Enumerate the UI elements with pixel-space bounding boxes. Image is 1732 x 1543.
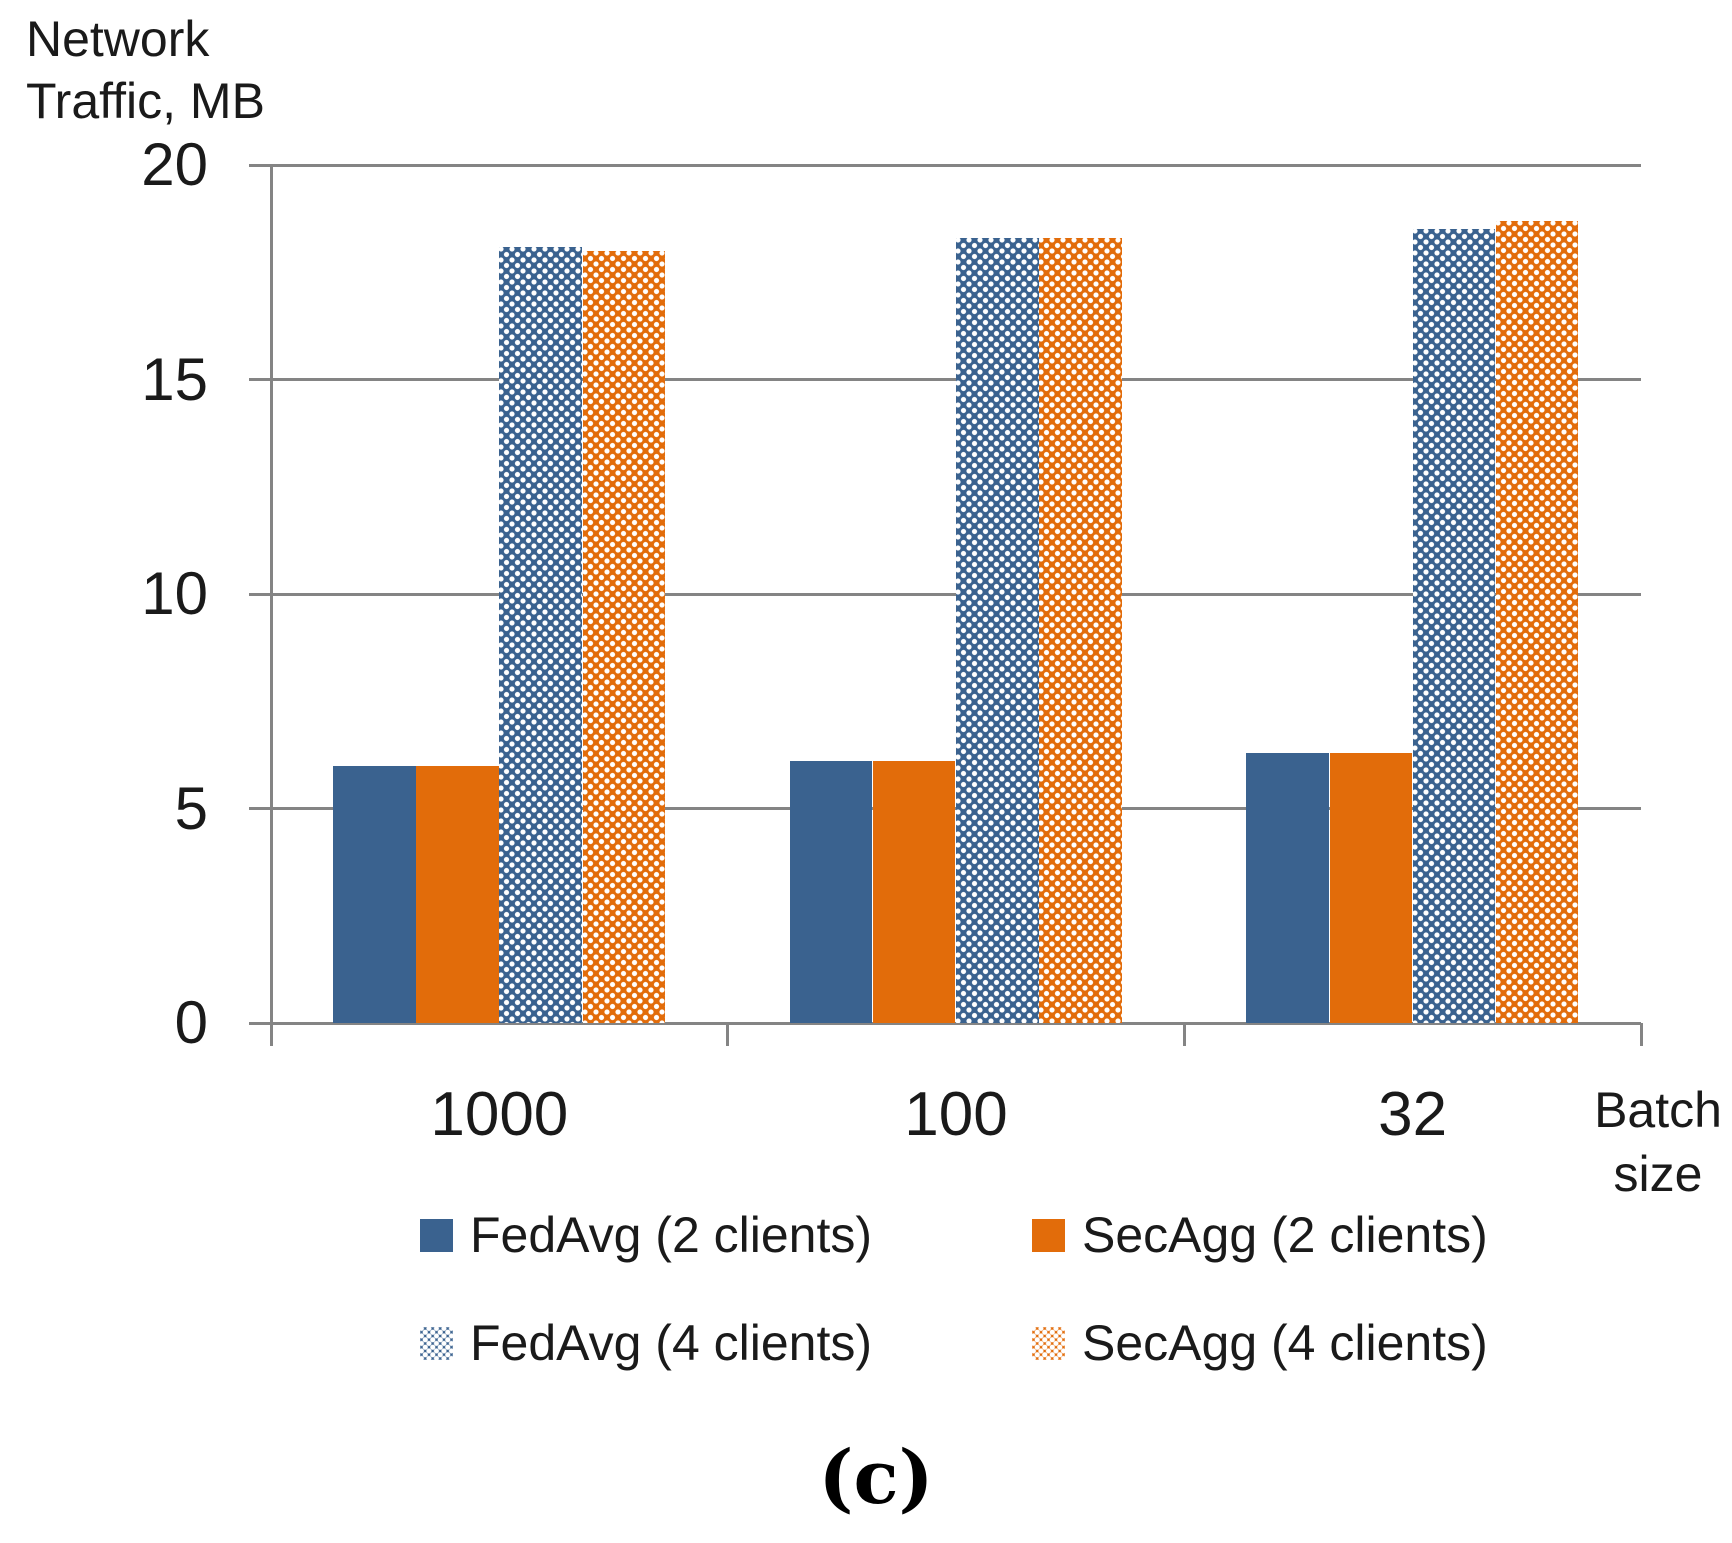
bar-secagg-2-clients-100: [872, 761, 956, 1023]
y-axis-title: Network Traffic, MB: [26, 8, 265, 132]
legend-label: FedAvg (4 clients): [470, 1315, 873, 1371]
legend-swatch-icon: [420, 1326, 453, 1360]
y-tick-label: 0: [174, 989, 208, 1056]
bar-fedavg-4-clients-1000: [499, 246, 582, 1023]
bar-fedavg-4-clients-32: [1412, 229, 1496, 1023]
bar-secagg-2-clients-32: [1329, 752, 1413, 1023]
figure-caption: (c): [818, 1435, 934, 1521]
bar-secagg-4-clients-32: [1495, 220, 1579, 1023]
legend-item-secagg-2-clients: SecAgg (2 clients): [1032, 1210, 1732, 1260]
y-axis-line: [269, 165, 273, 1045]
bar-fedavg-4-clients-100: [956, 237, 1039, 1023]
x-axis-tick: [269, 1023, 273, 1046]
bar-secagg-4-clients-1000: [582, 250, 666, 1023]
x-category-label: 32: [1378, 1080, 1448, 1149]
x-axis-tick: [726, 1023, 730, 1046]
x-category-label: 100: [904, 1080, 1008, 1149]
bar-fedavg-2-clients-1000: [333, 765, 416, 1023]
legend-swatch-icon: [420, 1218, 453, 1252]
legend-item-secagg-4-clients: SecAgg (4 clients): [1032, 1318, 1732, 1368]
x-axis-tick: [1182, 1023, 1186, 1046]
x-axis-title-line1: Batch: [1594, 1082, 1722, 1138]
x-axis-title: Batch size: [1578, 1078, 1732, 1206]
y-tick-label: 15: [141, 345, 208, 413]
y-axis-title-line1: Network: [26, 11, 210, 67]
y-tick-label: 5: [174, 774, 208, 842]
bar-fedavg-2-clients-32: [1246, 752, 1329, 1023]
legend-label: SecAgg (4 clients): [1082, 1315, 1488, 1371]
legend-swatch-icon: [1032, 1218, 1065, 1252]
legend-label: FedAvg (2 clients): [470, 1207, 873, 1263]
x-axis-line: [249, 1021, 1641, 1025]
gridline: [249, 592, 1641, 596]
legend-item-fedavg-2-clients: FedAvg (2 clients): [420, 1210, 1032, 1260]
y-tick-label: 10: [141, 560, 208, 627]
gridline: [249, 378, 1641, 381]
legend-item-fedavg-4-clients: FedAvg (4 clients): [420, 1318, 1032, 1368]
bar-secagg-2-clients-1000: [416, 765, 499, 1023]
legend: FedAvg (2 clients) SecAgg (2 clients) FedA…: [420, 1210, 1732, 1426]
x-category-label: 1000: [430, 1080, 569, 1149]
gridline: [249, 163, 1641, 167]
legend-swatch-icon: [1032, 1326, 1065, 1360]
bar-secagg-4-clients-100: [1039, 237, 1122, 1023]
x-axis-title-line2: size: [1613, 1146, 1703, 1202]
bar-fedavg-2-clients-100: [789, 761, 873, 1023]
y-tick-label: 20: [141, 131, 208, 198]
y-axis-title-line2: Traffic, MB: [26, 73, 265, 129]
legend-label: SecAgg (2 clients): [1082, 1207, 1488, 1263]
x-axis-tick: [1639, 1023, 1643, 1046]
